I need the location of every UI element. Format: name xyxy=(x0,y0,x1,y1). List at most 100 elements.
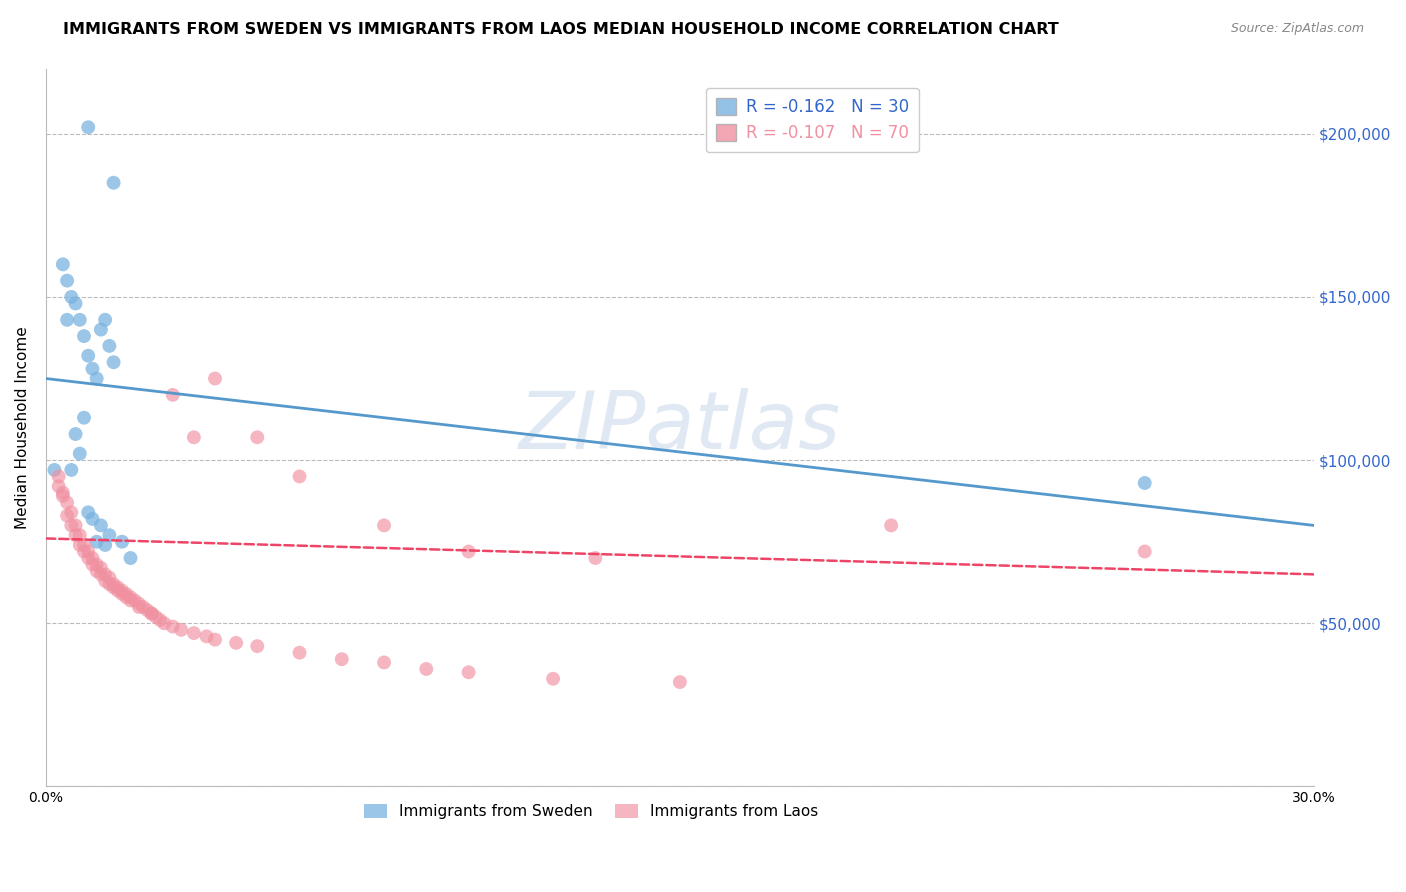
Point xyxy=(60,518,83,533)
Point xyxy=(288,646,311,660)
Point xyxy=(330,652,353,666)
Point xyxy=(73,538,96,552)
Point xyxy=(65,296,87,310)
Point xyxy=(65,518,87,533)
Point xyxy=(141,607,163,621)
Point xyxy=(204,632,226,647)
Point xyxy=(132,599,155,614)
Point xyxy=(56,495,79,509)
Point xyxy=(107,583,129,598)
Point xyxy=(94,574,117,588)
Text: ZIPatlas: ZIPatlas xyxy=(519,389,841,467)
Point xyxy=(103,581,125,595)
Point xyxy=(98,339,121,353)
Point xyxy=(52,489,75,503)
Point xyxy=(162,619,184,633)
Point xyxy=(107,581,129,595)
Point xyxy=(94,313,117,327)
Point xyxy=(124,593,146,607)
Point xyxy=(73,329,96,343)
Point xyxy=(48,469,70,483)
Y-axis label: Median Household Income: Median Household Income xyxy=(15,326,30,529)
Point xyxy=(128,597,150,611)
Point xyxy=(541,672,564,686)
Point xyxy=(90,518,112,533)
Point xyxy=(246,430,269,444)
Point xyxy=(94,538,117,552)
Legend: Immigrants from Sweden, Immigrants from Laos: Immigrants from Sweden, Immigrants from … xyxy=(357,798,825,825)
Point xyxy=(246,639,269,653)
Point xyxy=(69,447,91,461)
Point xyxy=(60,505,83,519)
Point xyxy=(94,567,117,582)
Point xyxy=(86,558,108,572)
Point xyxy=(1133,544,1156,558)
Point xyxy=(90,561,112,575)
Point xyxy=(120,551,142,566)
Point xyxy=(56,508,79,523)
Point xyxy=(73,410,96,425)
Point xyxy=(103,176,125,190)
Point xyxy=(128,599,150,614)
Point xyxy=(48,479,70,493)
Point xyxy=(82,558,104,572)
Point xyxy=(415,662,437,676)
Point xyxy=(115,587,138,601)
Point xyxy=(77,505,100,519)
Point xyxy=(98,528,121,542)
Point xyxy=(86,534,108,549)
Point xyxy=(65,528,87,542)
Point xyxy=(149,613,172,627)
Point xyxy=(82,361,104,376)
Text: Source: ZipAtlas.com: Source: ZipAtlas.com xyxy=(1230,22,1364,36)
Point xyxy=(288,469,311,483)
Point xyxy=(1133,475,1156,490)
Point xyxy=(120,591,142,605)
Point xyxy=(111,583,134,598)
Point xyxy=(98,571,121,585)
Point xyxy=(77,349,100,363)
Point xyxy=(73,544,96,558)
Point xyxy=(373,518,395,533)
Point xyxy=(669,675,692,690)
Point xyxy=(69,313,91,327)
Point xyxy=(136,603,159,617)
Text: IMMIGRANTS FROM SWEDEN VS IMMIGRANTS FROM LAOS MEDIAN HOUSEHOLD INCOME CORRELATI: IMMIGRANTS FROM SWEDEN VS IMMIGRANTS FRO… xyxy=(63,22,1059,37)
Point xyxy=(111,587,134,601)
Point xyxy=(170,623,193,637)
Point xyxy=(162,388,184,402)
Point xyxy=(77,544,100,558)
Point xyxy=(82,512,104,526)
Point xyxy=(77,551,100,566)
Point xyxy=(77,120,100,135)
Point xyxy=(90,567,112,582)
Point xyxy=(90,323,112,337)
Point xyxy=(183,626,205,640)
Point xyxy=(60,463,83,477)
Point xyxy=(204,371,226,385)
Point xyxy=(52,257,75,271)
Point xyxy=(120,593,142,607)
Point xyxy=(60,290,83,304)
Point xyxy=(141,607,163,621)
Point xyxy=(65,427,87,442)
Point xyxy=(44,463,66,477)
Point xyxy=(103,577,125,591)
Point xyxy=(115,591,138,605)
Point xyxy=(103,355,125,369)
Point xyxy=(457,665,479,680)
Point xyxy=(457,544,479,558)
Point xyxy=(69,528,91,542)
Point xyxy=(111,534,134,549)
Point xyxy=(56,313,79,327)
Point xyxy=(82,551,104,566)
Point xyxy=(86,564,108,578)
Point xyxy=(98,577,121,591)
Point xyxy=(195,629,218,643)
Point xyxy=(183,430,205,444)
Point xyxy=(225,636,247,650)
Point xyxy=(145,609,167,624)
Point xyxy=(69,538,91,552)
Point xyxy=(52,485,75,500)
Point xyxy=(86,371,108,385)
